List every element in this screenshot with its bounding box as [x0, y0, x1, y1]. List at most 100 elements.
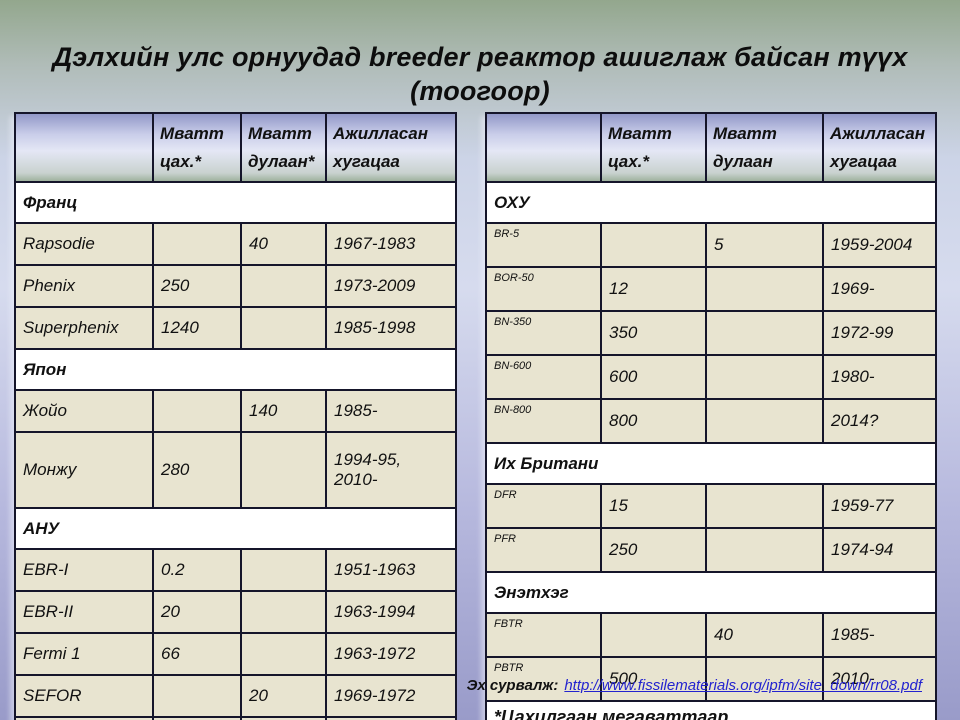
period-value: 2014? [822, 398, 937, 444]
section-row-usa: АНУ [14, 507, 457, 550]
table-row: Rapsodie 40 1967-1983 [14, 222, 457, 266]
reactor-name: BN-600 [485, 354, 602, 400]
section-label: АНУ [14, 507, 457, 550]
section-row-france: Франц [14, 181, 457, 224]
mw-thermal-value [705, 656, 824, 702]
table-row: PBTR 500 2010- [485, 656, 937, 702]
period-value: 1969-1972 [325, 674, 457, 718]
mw-thermal-value [705, 483, 824, 529]
table-row: Phenix 250 1973-2009 [14, 264, 457, 308]
section-label: Япон [14, 348, 457, 391]
period-value: 1980-1993 [325, 716, 457, 720]
reactor-name: PFR [485, 527, 602, 573]
period-value: 1959-77 [822, 483, 937, 529]
period-value: 1985-1998 [325, 306, 457, 350]
slide-title: Дэлхийн улс орнуудад breeder реактор аши… [0, 40, 960, 108]
reactor-name: TEST [14, 716, 154, 720]
mw-electric-value [600, 222, 707, 268]
reactor-name: BN-350 [485, 310, 602, 356]
mw-electric-value: 280 [152, 431, 242, 509]
section-row-japan: Япон [14, 348, 457, 391]
table-row: BR-5 5 1959-2004 [485, 222, 937, 268]
period-value: 1974-94 [822, 527, 937, 573]
reactor-name: BOR-50 [485, 266, 602, 312]
reactor-name: PBTR [485, 656, 602, 702]
reactor-table-left: Мватт цах.* Мватт дулаан* Ажилласан хуга… [14, 112, 457, 720]
header-row: Мватт цах.* Мватт дулаан* Ажилласан хуга… [14, 112, 457, 183]
table-row: DFR 15 1959-77 [485, 483, 937, 529]
header-row: Мватт цах.* Мватт дулаан Ажилласан хугац… [485, 112, 937, 183]
header-mw-electric: Мватт цах.* [600, 112, 707, 183]
reactor-name: BR-5 [485, 222, 602, 268]
period-value: 1994-95, 2010- [325, 431, 457, 509]
period-value: 1973-2009 [325, 264, 457, 308]
table-row: EBR-II 20 1963-1994 [14, 590, 457, 634]
mw-electric-value: 66 [152, 632, 242, 676]
period-value: 1951-1963 [325, 548, 457, 592]
reactor-name: Superphenix [14, 306, 154, 350]
mw-electric-value: 15 [600, 483, 707, 529]
slide-title-line1: Дэлхийн улс орнуудад breeder реактор аши… [52, 42, 908, 72]
mw-electric-value: 250 [152, 264, 242, 308]
table-row: EBR-I 0.2 1951-1963 [14, 548, 457, 592]
table-row: BN-600 600 1980- [485, 354, 937, 400]
header-period: Ажилласан хугацаа [822, 112, 937, 183]
mw-thermal-value [240, 431, 327, 509]
period-value: 1959-2004 [822, 222, 937, 268]
mw-thermal-value: 40 [240, 222, 327, 266]
mw-thermal-value [705, 354, 824, 400]
reactor-name: Phenix [14, 264, 154, 308]
table-row: SEFOR 20 1969-1972 [14, 674, 457, 718]
header-empty [14, 112, 154, 183]
mw-electric-value [600, 612, 707, 658]
table-row: Жойо 140 1985- [14, 389, 457, 433]
table-row: TEST 400 1980-1993 [14, 716, 457, 720]
section-label: ОХУ [485, 181, 937, 224]
mw-electric-value [152, 389, 242, 433]
mw-thermal-value [705, 398, 824, 444]
table-row: FBTR 40 1985- [485, 612, 937, 658]
mw-thermal-value [705, 310, 824, 356]
period-value: 1985- [822, 612, 937, 658]
mw-thermal-value: 40 [705, 612, 824, 658]
source-label: Эх сурвалж: [466, 677, 559, 694]
reactor-name: Rapsodie [14, 222, 154, 266]
table-row: BOR-50 12 1969- [485, 266, 937, 312]
period-value: 1963-1994 [325, 590, 457, 634]
mw-electric-value [152, 222, 242, 266]
mw-thermal-value: 400 [240, 716, 327, 720]
mw-thermal-value [240, 590, 327, 634]
reactor-name: Fermi 1 [14, 632, 154, 676]
mw-thermal-value [705, 527, 824, 573]
section-row-india: Энэтхэг [485, 571, 937, 614]
table-row: Superphenix 1240 1985-1998 [14, 306, 457, 350]
header-empty [485, 112, 602, 183]
mw-thermal-value [240, 306, 327, 350]
header-period: Ажилласан хугацаа [325, 112, 457, 183]
mw-electric-value: 250 [600, 527, 707, 573]
source-link[interactable]: http://www.fissilematerials.org/ipfm/sit… [564, 677, 922, 694]
reactor-name: EBR-II [14, 590, 154, 634]
table-row: BN-800 800 2014? [485, 398, 937, 444]
period-value: 2010- [822, 656, 937, 702]
header-mw-electric: Мватт цах.* [152, 112, 242, 183]
section-label: Их Британи [485, 442, 937, 485]
mw-thermal-value [240, 548, 327, 592]
period-value: 1969- [822, 266, 937, 312]
table-row: Монжу 280 1994-95, 2010- [14, 431, 457, 509]
period-value: 1963-1972 [325, 632, 457, 676]
mw-thermal-value [240, 632, 327, 676]
mw-electric-value: 800 [600, 398, 707, 444]
table-row: BN-350 350 1972-99 [485, 310, 937, 356]
mw-thermal-value: 20 [240, 674, 327, 718]
section-label: Энэтхэг [485, 571, 937, 614]
reactor-name: DFR [485, 483, 602, 529]
section-label: Франц [14, 181, 457, 224]
period-value: 1980- [822, 354, 937, 400]
header-mw-thermal: Мватт дулаан [705, 112, 824, 183]
mw-thermal-value: 140 [240, 389, 327, 433]
section-row-uk: Их Британи [485, 442, 937, 485]
mw-electric-value: 20 [152, 590, 242, 634]
footnote-text: *Цахилгаан мегаваттаар [485, 700, 937, 720]
